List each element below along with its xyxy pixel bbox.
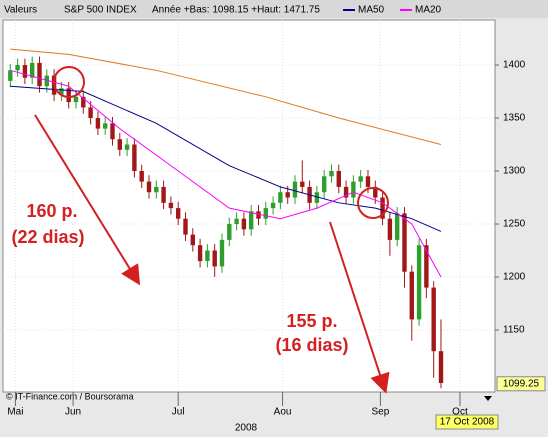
candle-body [22,65,28,78]
price-box [496,376,546,392]
candle-body [15,65,20,71]
candle-body [380,197,385,219]
candle-body [365,176,371,187]
candle-body [285,192,290,198]
y-tick-label: 1350 [503,113,526,124]
candle-body [248,211,254,230]
candle-body [227,224,232,240]
candle-body [256,211,261,219]
circle [53,66,85,98]
candle-body [205,250,210,262]
candle-body [29,62,35,78]
annotation: (22 dias) [11,227,84,247]
line-extra [10,48,442,145]
y-tick-label: 1200 [503,272,526,283]
x-tick-label: Sep [371,407,389,418]
legend-label: MA50 [358,5,385,16]
candle-body [81,96,86,108]
candle-body [263,208,268,219]
x-tick-label: Aou [274,407,292,418]
candle-body [219,239,225,267]
header-index: S&P 500 INDEX [64,5,137,16]
annotation: 160 p. [26,201,77,221]
candle-body [95,118,101,129]
candle-body [102,123,108,129]
candle-body [416,245,422,320]
last-date: 17 Oct 2008 [440,417,495,428]
candle-body [183,218,188,235]
x-tick-label: Mai [7,407,23,418]
candle-body [394,213,400,240]
candle-body [139,171,144,182]
y-tick-label: 1150 [503,325,525,336]
line-series [10,69,442,278]
x-tick-label: Jun [65,407,81,418]
x-tick-label: Jul [172,407,185,418]
candle-body [59,88,64,95]
y-tick-label: 1400 [503,60,526,71]
year-label: 2008 [235,423,258,434]
header-range: Année +Bas: 1098.15 +Haut: 1471.75 [152,5,320,16]
candle-body [37,62,42,87]
candle-body [241,218,247,230]
candle-body [154,186,159,193]
candle-body [373,186,378,198]
candle-body [424,245,429,288]
candle-body [110,123,115,140]
candle-body [175,208,181,219]
header-label: Valeurs [4,5,37,16]
candle-body [358,176,363,182]
candle-body [197,245,203,262]
candle-body [300,181,305,187]
candle-body [343,186,349,198]
legend-label: MA20 [415,5,442,16]
candle-body [321,176,327,193]
candle-body [168,202,174,209]
candle-body [387,218,393,240]
y-tick-label: 1300 [503,166,526,177]
candle-body [314,192,320,203]
candle-body [431,287,436,352]
candle-body [278,192,283,203]
candle-body [117,139,122,150]
candle-body [351,181,356,198]
scroll-icon [484,396,492,401]
annotation: (16 dias) [275,335,348,355]
y-tick-label: 1250 [503,219,526,230]
candle-body [292,181,298,198]
source: © IT-Finance.com / Boursorama [6,391,134,401]
last-price: 1099.25 [503,378,540,389]
circle [357,187,389,219]
candle-body [212,250,217,267]
candle-body [270,202,276,209]
candle-body [8,70,13,81]
candle-body [190,234,195,246]
candle-body [336,171,341,187]
arrow [34,114,141,286]
candle-body [124,144,130,150]
date-box [435,414,499,430]
candle-body [161,186,166,203]
arrow [329,221,390,394]
header-bar [0,0,548,18]
candle-body [409,271,414,320]
candle-body [66,88,71,103]
candle-body [88,107,93,119]
candle-body [132,144,137,172]
candle-body [73,96,79,103]
candle-body [438,351,444,383]
x-tick-label: Oct [452,407,468,418]
candle-body [402,213,407,272]
annotation: 155 p. [286,311,337,331]
candle-body [329,171,334,177]
candle-body [146,181,152,193]
candle-body [44,75,49,87]
candle-body [234,218,239,225]
